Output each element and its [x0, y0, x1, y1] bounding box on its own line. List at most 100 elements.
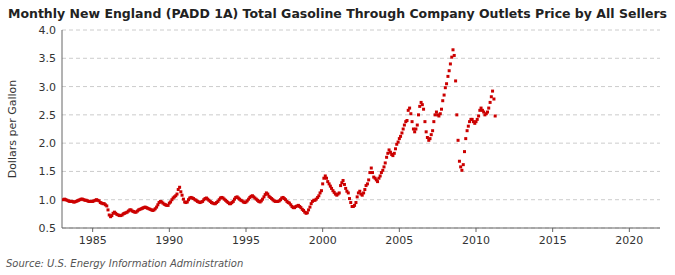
grid-line	[62, 114, 660, 115]
point	[321, 182, 324, 185]
point	[445, 82, 448, 85]
point	[358, 190, 361, 193]
point	[444, 86, 447, 89]
point	[418, 105, 421, 108]
x-tick-label: 2020	[615, 234, 643, 247]
point	[414, 128, 417, 131]
point	[476, 118, 479, 121]
point	[386, 152, 389, 155]
point	[457, 139, 460, 142]
point	[394, 147, 397, 150]
point	[487, 107, 490, 110]
point	[320, 189, 323, 192]
point	[362, 191, 365, 194]
x-tick-label: 1985	[79, 234, 107, 247]
y-tick-label: 0.5	[39, 222, 57, 235]
point	[464, 137, 467, 140]
point	[371, 171, 374, 174]
x-tick	[92, 228, 93, 232]
point	[393, 152, 396, 155]
point	[367, 178, 370, 181]
point	[344, 187, 347, 190]
point	[403, 124, 406, 127]
point	[432, 120, 435, 123]
point	[430, 133, 433, 136]
point	[482, 111, 485, 114]
point	[325, 177, 328, 180]
point	[446, 75, 449, 78]
point	[400, 131, 403, 134]
point	[453, 54, 456, 57]
x-axis: 19851990199520002005201020152020	[79, 228, 644, 247]
point	[347, 191, 350, 194]
point	[489, 101, 492, 104]
point	[385, 156, 388, 159]
point	[486, 111, 489, 114]
y-tick-label: 1.0	[39, 194, 57, 207]
point	[343, 183, 346, 186]
point	[491, 90, 494, 93]
point	[338, 191, 341, 194]
point	[366, 182, 369, 185]
point	[107, 208, 110, 211]
point	[406, 119, 409, 122]
point	[342, 179, 345, 182]
point	[466, 129, 469, 132]
grid-line	[62, 228, 660, 229]
point	[317, 194, 320, 197]
point	[402, 128, 405, 131]
point	[440, 108, 443, 111]
point	[181, 194, 184, 197]
x-tick-label: 2000	[309, 234, 337, 247]
x-tick-label: 1995	[232, 234, 260, 247]
point	[383, 165, 386, 168]
point	[182, 198, 185, 201]
point	[490, 95, 493, 98]
points	[62, 48, 497, 218]
point	[176, 193, 179, 196]
point	[467, 125, 470, 128]
point	[379, 174, 382, 177]
point	[462, 163, 465, 166]
grid-line	[62, 199, 660, 200]
point	[384, 161, 387, 164]
y-tick-label: 3.0	[39, 81, 57, 94]
point	[348, 197, 351, 200]
y-axis: 0.51.01.52.02.53.03.54.0	[39, 24, 57, 235]
point	[105, 204, 108, 207]
point	[411, 120, 414, 123]
point	[363, 188, 366, 191]
point	[179, 190, 182, 193]
point	[413, 130, 416, 133]
point	[422, 108, 425, 111]
grid-line	[62, 171, 660, 172]
point	[307, 208, 310, 211]
point	[459, 165, 462, 168]
y-tick-label: 2.0	[39, 137, 57, 150]
point	[477, 114, 480, 117]
x-tick	[322, 228, 323, 232]
x-tick-label: 2010	[462, 234, 490, 247]
x-axis-line	[62, 228, 660, 229]
point	[425, 130, 428, 133]
point	[423, 120, 426, 123]
point	[381, 169, 384, 172]
point	[178, 186, 181, 189]
y-tick-label: 1.5	[39, 165, 57, 178]
source: Source: U.S. Energy Information Administ…	[6, 258, 243, 269]
point	[426, 136, 429, 139]
x-tick	[552, 228, 553, 232]
point	[306, 211, 309, 214]
point	[439, 112, 442, 115]
point	[409, 112, 412, 115]
x-tick	[629, 228, 630, 232]
point	[449, 62, 452, 65]
x-tick	[169, 228, 170, 232]
x-tick-label: 2015	[539, 234, 567, 247]
point	[417, 113, 420, 116]
title: Monthly New England (PADD 1A) Total Gaso…	[8, 6, 667, 21]
point	[431, 129, 434, 132]
point	[368, 171, 371, 174]
point	[416, 124, 419, 127]
x-tick-label: 2005	[385, 234, 413, 247]
